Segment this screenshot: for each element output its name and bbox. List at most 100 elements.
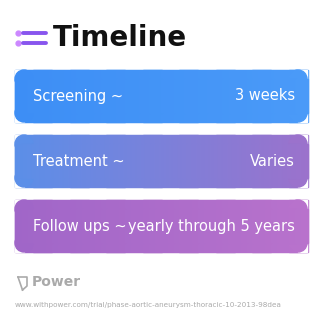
Bar <box>176 200 177 252</box>
Bar <box>151 135 153 187</box>
Bar <box>136 144 137 178</box>
Bar <box>273 79 275 113</box>
Bar <box>201 200 202 252</box>
Bar <box>68 200 69 252</box>
Bar <box>219 209 220 243</box>
Bar <box>180 209 182 243</box>
Bar <box>97 144 98 178</box>
Bar <box>157 144 159 178</box>
Bar <box>89 70 91 122</box>
Bar <box>87 79 89 113</box>
Bar <box>130 79 131 113</box>
Bar <box>300 209 302 243</box>
Bar <box>101 200 102 252</box>
Bar <box>73 144 75 178</box>
Bar <box>150 144 152 178</box>
Bar <box>26 209 27 243</box>
Bar <box>299 209 301 243</box>
Bar <box>154 200 156 252</box>
Bar <box>78 209 80 243</box>
Bar <box>111 70 113 122</box>
Bar <box>161 200 163 252</box>
Bar <box>75 200 77 252</box>
Bar <box>288 200 289 252</box>
Bar <box>121 144 123 178</box>
Bar <box>39 79 41 113</box>
Bar <box>258 79 260 113</box>
Bar <box>186 70 188 122</box>
Bar <box>195 79 196 113</box>
Bar <box>66 144 67 178</box>
Bar <box>186 200 188 252</box>
Bar <box>250 144 251 178</box>
Bar <box>133 70 134 122</box>
Bar <box>124 79 125 113</box>
Bar <box>133 79 134 113</box>
Bar <box>169 70 170 122</box>
Bar <box>277 209 278 243</box>
Bar <box>285 70 287 122</box>
Bar <box>212 70 214 122</box>
Text: Timeline: Timeline <box>53 24 187 52</box>
Bar <box>96 200 97 252</box>
Bar <box>154 135 156 187</box>
Bar <box>107 135 108 187</box>
Bar <box>206 144 207 178</box>
Bar <box>173 79 174 113</box>
Bar <box>171 144 172 178</box>
Bar <box>290 70 291 122</box>
Bar <box>72 70 74 122</box>
Bar <box>78 200 80 252</box>
Bar <box>169 144 170 178</box>
Bar <box>157 209 159 243</box>
Bar <box>90 200 92 252</box>
Bar <box>28 200 29 252</box>
Bar <box>210 144 211 178</box>
Bar <box>203 209 204 243</box>
Bar <box>212 144 214 178</box>
Bar <box>28 144 29 178</box>
Bar <box>200 135 201 187</box>
Bar <box>273 144 275 178</box>
Bar <box>228 144 230 178</box>
Bar <box>269 135 270 187</box>
Bar <box>86 70 88 122</box>
Bar <box>68 144 69 178</box>
Bar <box>260 209 262 243</box>
Bar <box>145 200 147 252</box>
Bar <box>252 79 253 113</box>
Bar <box>187 79 189 113</box>
Bar <box>152 135 154 187</box>
Bar <box>260 135 262 187</box>
Bar <box>263 70 265 122</box>
Bar <box>252 200 253 252</box>
Bar <box>277 144 278 178</box>
Bar <box>160 135 162 187</box>
Bar <box>281 70 282 122</box>
Bar <box>102 200 103 252</box>
Bar <box>214 200 216 252</box>
Bar <box>97 79 98 113</box>
Bar <box>272 79 273 113</box>
Bar <box>270 144 271 178</box>
Bar <box>135 200 136 252</box>
Bar <box>30 144 31 178</box>
Bar <box>241 200 242 252</box>
Bar <box>102 135 103 187</box>
Bar <box>184 200 186 252</box>
Bar <box>81 200 83 252</box>
Bar <box>233 209 235 243</box>
Bar <box>33 200 34 252</box>
Bar <box>23 209 24 243</box>
Bar <box>242 79 243 113</box>
Bar <box>267 135 268 187</box>
Bar <box>140 135 141 187</box>
Bar <box>158 200 160 252</box>
Bar <box>48 209 50 243</box>
Bar <box>201 135 202 187</box>
Bar <box>105 135 106 187</box>
Bar <box>199 144 200 178</box>
Bar <box>289 200 290 252</box>
Bar <box>88 200 90 252</box>
Bar <box>228 209 230 243</box>
